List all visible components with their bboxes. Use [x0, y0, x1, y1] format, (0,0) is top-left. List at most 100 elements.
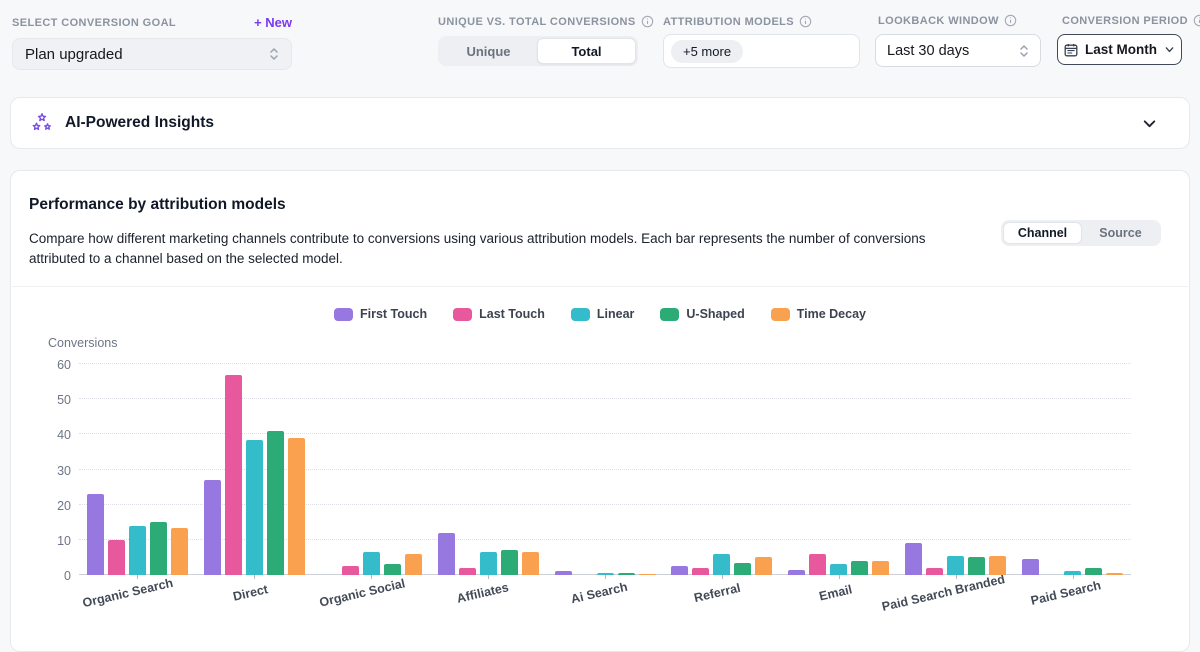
axis-tick [605, 575, 606, 579]
bar [788, 569, 806, 575]
gridline [79, 398, 1131, 400]
gridline [79, 468, 1131, 470]
bar [149, 522, 167, 575]
bar [245, 439, 263, 575]
bar [404, 553, 422, 575]
attribution-models-group: Attribution Models +5 more [663, 15, 860, 68]
x-slot: Referral [663, 575, 780, 615]
bar [1064, 571, 1082, 575]
x-category-label: Direct [231, 582, 270, 604]
bar-group [897, 364, 1014, 575]
bar-group [196, 364, 313, 575]
legend-label: Time Decay [796, 307, 866, 321]
x-category-label: Organic Social [318, 576, 407, 610]
conversion-period-group: Conversion Period Last Month [1057, 14, 1200, 65]
attribution-models-select[interactable]: +5 more [663, 34, 860, 68]
legend-item[interactable]: Time Decay [770, 307, 866, 321]
channel-tab[interactable]: Channel [1003, 222, 1082, 244]
bar [86, 494, 104, 575]
y-tick-label: 10 [57, 533, 71, 548]
y-tick-label: 20 [57, 498, 71, 513]
legend-item[interactable]: Last Touch [453, 307, 545, 321]
y-tick-label: 40 [57, 428, 71, 443]
conversion-period-button[interactable]: Last Month [1057, 34, 1182, 65]
bar [905, 543, 923, 575]
x-slot: Direct [196, 575, 313, 615]
more-models-chip[interactable]: +5 more [671, 39, 744, 63]
updown-chevron-icon [270, 48, 278, 60]
y-tick-label: 50 [57, 393, 71, 408]
legend-item[interactable]: First Touch [333, 307, 427, 321]
bar [872, 560, 890, 575]
bar-group [547, 364, 664, 575]
performance-card: Performance by attribution models Compar… [10, 170, 1190, 652]
total-tab[interactable]: Total [537, 38, 636, 64]
bar [266, 430, 284, 575]
legend-item[interactable]: U-Shaped [660, 307, 745, 321]
x-category-label: Referral [692, 580, 742, 606]
bar [224, 374, 242, 575]
x-slot: Paid Search [1014, 575, 1131, 615]
bar [692, 567, 710, 575]
info-icon [799, 15, 812, 28]
bar [947, 555, 965, 575]
chevron-down-icon[interactable] [1141, 115, 1158, 132]
gridline [79, 363, 1131, 364]
axis-tick [254, 575, 256, 579]
bar [500, 550, 518, 575]
calendar-icon [1064, 43, 1078, 56]
info-icon [1193, 14, 1200, 27]
bar [851, 560, 869, 575]
bar [1106, 573, 1124, 575]
x-slot: Paid Search Branded [880, 572, 1014, 615]
bar [1085, 567, 1103, 575]
unique-total-group: Unique vs. Total Conversions Unique Tota… [438, 15, 653, 66]
bar [734, 562, 752, 575]
axis-tick [838, 575, 840, 579]
x-category-label: Affiliates [455, 580, 511, 606]
conversion-goal-label: Select Conversion Goal [12, 16, 177, 29]
new-goal-button[interactable]: + New [254, 15, 292, 30]
bar [554, 571, 572, 575]
x-slot: Email [780, 575, 897, 615]
bar-group [79, 364, 196, 575]
lookback-value: Last 30 days [887, 42, 970, 59]
bar [968, 557, 986, 575]
y-axis-title: Conversions [48, 336, 118, 350]
bar [989, 555, 1007, 575]
bar [638, 573, 656, 575]
bar [107, 539, 125, 575]
channel-source-toggle: Channel Source [1001, 220, 1161, 246]
source-tab[interactable]: Source [1099, 226, 1142, 240]
conversion-goal-select[interactable]: Plan upgraded [12, 38, 292, 70]
x-slot: Ai Search [547, 575, 664, 615]
bars-row [79, 364, 1131, 575]
ai-insights-panel[interactable]: AI-Powered Insights [10, 97, 1190, 149]
bar [479, 552, 497, 575]
attribution-models-label: Attribution Models [663, 15, 795, 28]
y-tick-label: 0 [64, 569, 71, 583]
conversion-period-value: Last Month [1085, 42, 1157, 57]
legend-item[interactable]: Linear [570, 307, 634, 321]
lookback-select[interactable]: Last 30 days [875, 34, 1041, 67]
bar-group [313, 364, 430, 575]
ai-insights-title: AI-Powered Insights [65, 114, 214, 131]
axis-tick [955, 575, 957, 579]
bar-group [430, 364, 547, 575]
bar-group [663, 364, 780, 575]
info-icon [641, 15, 653, 28]
y-tick-label: 30 [57, 463, 71, 478]
x-category-label: Email [817, 582, 854, 604]
axis-tick [371, 575, 373, 579]
chart-plot-area [79, 363, 1131, 575]
x-category-label: Paid Search Branded [880, 572, 1006, 614]
chevron-down-icon [1165, 47, 1174, 53]
filter-bar: Select Conversion Goal + New Plan upgrad… [0, 0, 1200, 90]
unique-tab[interactable]: Unique [466, 43, 511, 59]
performance-description: Compare how different marketing channels… [29, 231, 926, 266]
conversion-goal-value: Plan upgraded [25, 45, 123, 63]
bar [521, 552, 539, 575]
lookback-group: Lookback Window Last 30 days [875, 14, 1041, 67]
y-tick-label: 60 [57, 358, 71, 372]
legend-label: Last Touch [479, 307, 545, 321]
